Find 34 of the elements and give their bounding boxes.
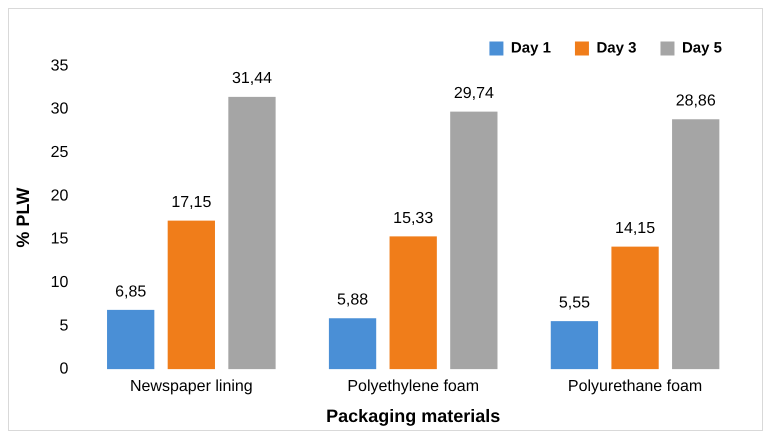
legend-label: Day 1	[510, 40, 551, 57]
x-tick-label: Polyurethane foam	[568, 378, 702, 396]
x-tick-label: Polyethylene foam	[347, 378, 480, 396]
legend-label: Day 3	[596, 40, 636, 57]
y-tick-label: 5	[59, 317, 68, 334]
data-label: 15,33	[393, 210, 434, 227]
data-label: 29,74	[454, 84, 494, 102]
bar	[550, 321, 598, 370]
data-label: 28,86	[676, 92, 716, 110]
x-axis-title: Packaging materials	[326, 406, 500, 426]
y-tick-label: 30	[50, 100, 68, 118]
y-tick-label: 20	[50, 187, 68, 204]
data-label: 31,44	[232, 70, 272, 88]
y-tick-label: 35	[50, 57, 68, 74]
y-tick-label: 25	[50, 144, 68, 162]
bar	[168, 220, 215, 370]
y-tick-label: 0	[59, 360, 68, 378]
data-label: 14,15	[615, 220, 656, 238]
bar	[228, 96, 276, 370]
y-axis-title: % PLW	[12, 188, 33, 248]
data-label: 17,15	[171, 194, 212, 212]
y-tick-label: 15	[50, 230, 68, 248]
legend-label: Day 5	[682, 40, 722, 57]
bar	[390, 236, 437, 370]
bar	[672, 119, 720, 370]
bar	[328, 318, 376, 370]
y-tick-label: 10	[50, 274, 68, 291]
bar	[450, 112, 498, 370]
data-label: 5,88	[336, 292, 368, 309]
bar	[107, 310, 154, 370]
data-label: 5,55	[558, 294, 590, 312]
data-label: 6,85	[115, 283, 146, 300]
x-tick-label: Newspaper lining	[130, 378, 253, 396]
bar	[611, 246, 659, 370]
